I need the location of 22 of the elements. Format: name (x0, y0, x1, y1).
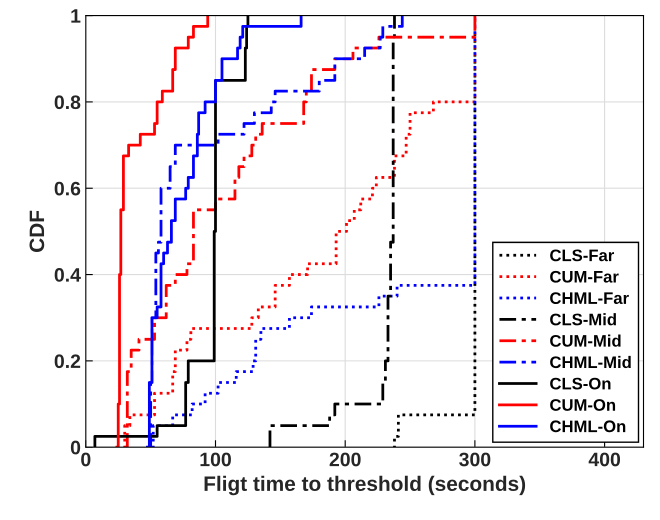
y-tick-label: 0.6 (54, 182, 80, 196)
x-tick-label: 300 (459, 452, 490, 466)
legend-label: CHML-Mid (550, 356, 631, 368)
x-axis-title: Fligt time to threshold (seconds) (204, 476, 526, 496)
y-tick-label: 0.2 (54, 354, 80, 368)
legend-label: CUM-Far (550, 270, 619, 283)
legend-label: CHML-Far (550, 292, 629, 304)
legend-label: CUM-Mid (550, 334, 621, 347)
y-tick-label: 0.4 (54, 268, 81, 282)
y-axis-title: CDF (29, 210, 44, 252)
x-tick-label: 0 (81, 452, 90, 466)
y-tick-label: 0.8 (54, 95, 80, 110)
y-tick-label: 0 (70, 440, 80, 454)
x-tick-label: 100 (200, 452, 231, 466)
legend-label: CLS-Mid (550, 313, 616, 326)
y-tick-label: 1 (71, 9, 80, 23)
legend-label: CLS-On (550, 378, 610, 390)
x-tick-label: 400 (588, 452, 620, 466)
legend-label: CUM-On (550, 399, 616, 411)
legend-label: CLS-Far (550, 249, 614, 262)
legend-label: CHML-On (550, 420, 626, 432)
x-tick-label: 200 (330, 452, 361, 466)
